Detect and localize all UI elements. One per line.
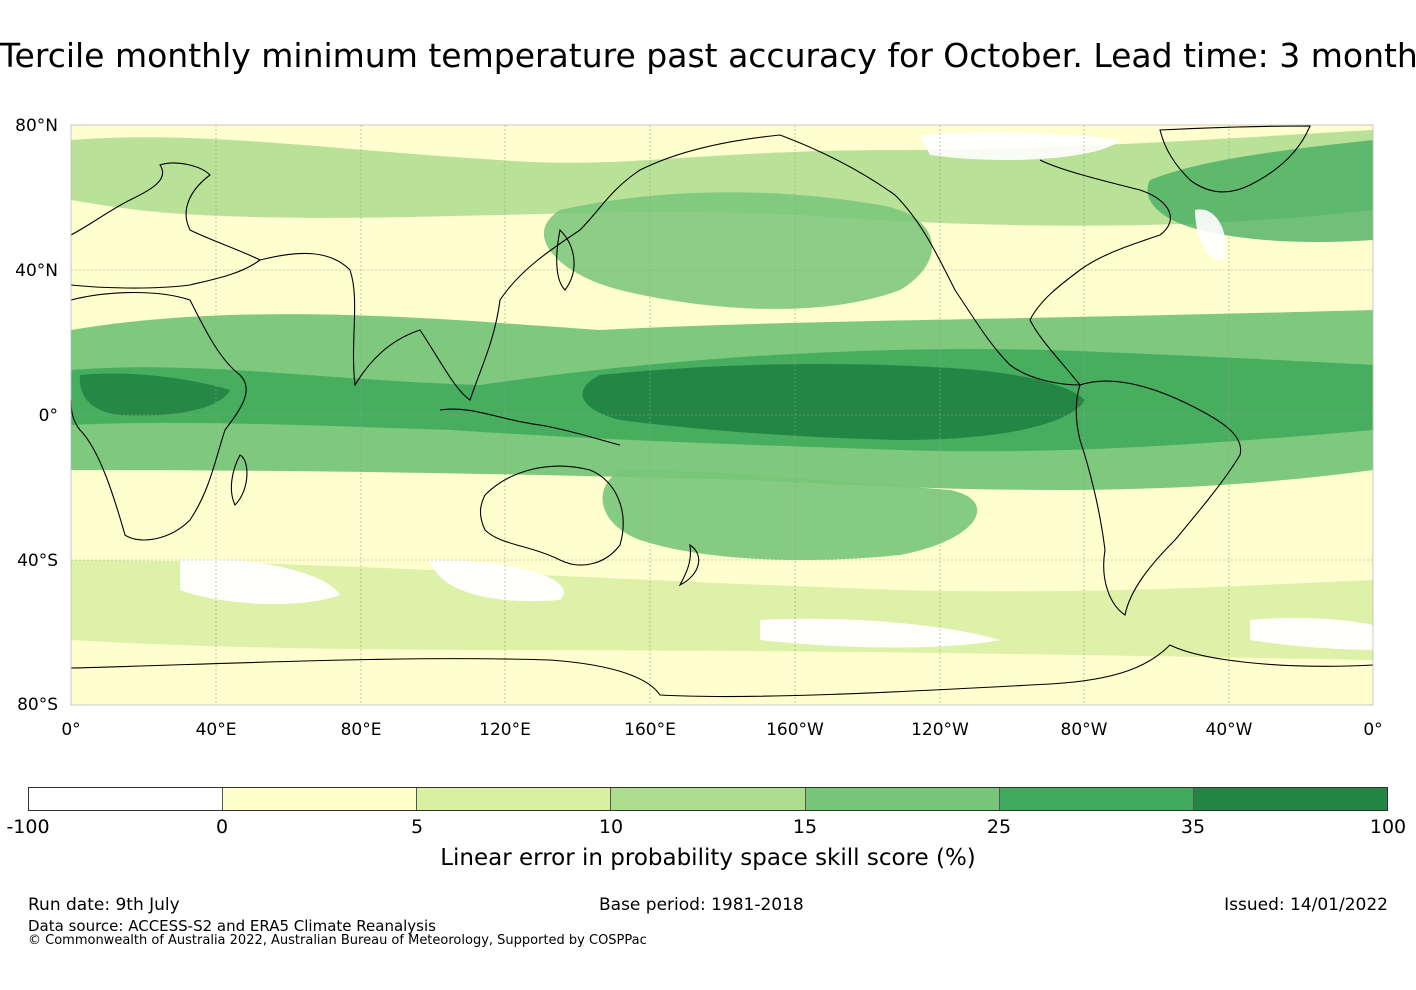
colorbar-tick-8: 100: [1369, 816, 1407, 838]
run-date: Run date: 9th July: [28, 895, 180, 915]
colorbar-tick-7: 35: [1180, 816, 1206, 838]
lon-label-80e: 80°E: [340, 720, 382, 740]
coast-europe: [70, 162, 262, 289]
map-title: Tercile monthly minimum temperature past…: [0, 36, 1416, 75]
colorbar-swatch-2: [223, 788, 418, 810]
coast-australia: [479, 465, 624, 566]
skill-region-antarctica: [71, 662, 1373, 705]
lon-label-0: 0°: [61, 720, 81, 740]
colorbar-swatch-5: [805, 788, 1000, 810]
coast-madagascar: [230, 454, 248, 506]
lon-label-80w: 80°W: [1060, 720, 1108, 740]
lon-label-0-east: 0°: [1363, 720, 1383, 740]
lat-label-80s: 80°S: [17, 695, 58, 715]
data-source: Data source: ACCESS-S2 and ERA5 Climate …: [28, 917, 436, 935]
colorbar-tick-6: 25: [986, 816, 1012, 838]
coast-indonesia: [439, 408, 621, 446]
coast-africa: [70, 291, 247, 541]
skill-region-arctic-white: [920, 132, 1226, 261]
map-frame: [70, 124, 1374, 706]
skill-region-southern-white: [180, 559, 1373, 650]
colorbar-swatch-4: [611, 788, 806, 810]
lon-label-160e: 160°E: [624, 720, 676, 740]
coast-south-america: [1075, 380, 1242, 616]
colorbar-tick-1: -100: [6, 816, 50, 838]
coast-antarctica: [70, 644, 1374, 698]
skill-region-south-pacific: [602, 470, 978, 560]
colorbar-tick-2: 0: [215, 816, 229, 838]
lon-label-120e: 120°E: [479, 720, 531, 740]
coast-greenland: [1159, 125, 1311, 193]
lon-label-40w: 40°W: [1205, 720, 1253, 740]
colorbar-swatch-7: [1193, 788, 1387, 810]
lon-label-40e: 40°E: [195, 720, 237, 740]
skill-region-west-africa-core: [79, 373, 230, 416]
coast-new-zealand: [678, 543, 700, 587]
lat-label-0: 0°: [38, 406, 58, 426]
copyright: © Commonwealth of Australia 2022, Austra…: [28, 933, 647, 948]
colorbar-tick-4: 10: [598, 816, 624, 838]
colorbar-label: Linear error in probability space skill …: [440, 845, 976, 871]
skill-region-tropics-core: [582, 364, 1085, 440]
colorbar: [28, 787, 1388, 811]
lat-label-40s: 40°S: [17, 551, 58, 571]
coastlines: [70, 125, 1374, 698]
skill-region-north-pacific: [543, 192, 933, 309]
coast-north-america: [894, 159, 1171, 386]
colorbar-swatch-1: [29, 788, 224, 810]
lat-label-40n: 40°N: [15, 261, 58, 281]
colorbar-tick-5: 15: [792, 816, 818, 838]
map-field: [71, 125, 1373, 705]
lon-label-160w: 160°W: [766, 720, 824, 740]
colorbar-swatch-3: [417, 788, 612, 810]
skill-region-southern-ocean: [71, 560, 1373, 660]
coast-japan: [556, 228, 575, 291]
lon-label-120w: 120°W: [911, 720, 969, 740]
lat-label-80n: 80°N: [15, 116, 58, 136]
issued-date: Issued: 14/01/2022: [1224, 895, 1388, 915]
base-period: Base period: 1981-2018: [599, 895, 804, 915]
colorbar-tick-3: 5: [410, 816, 424, 838]
coast-asia: [259, 134, 896, 401]
colorbar-swatch-6: [999, 788, 1194, 810]
